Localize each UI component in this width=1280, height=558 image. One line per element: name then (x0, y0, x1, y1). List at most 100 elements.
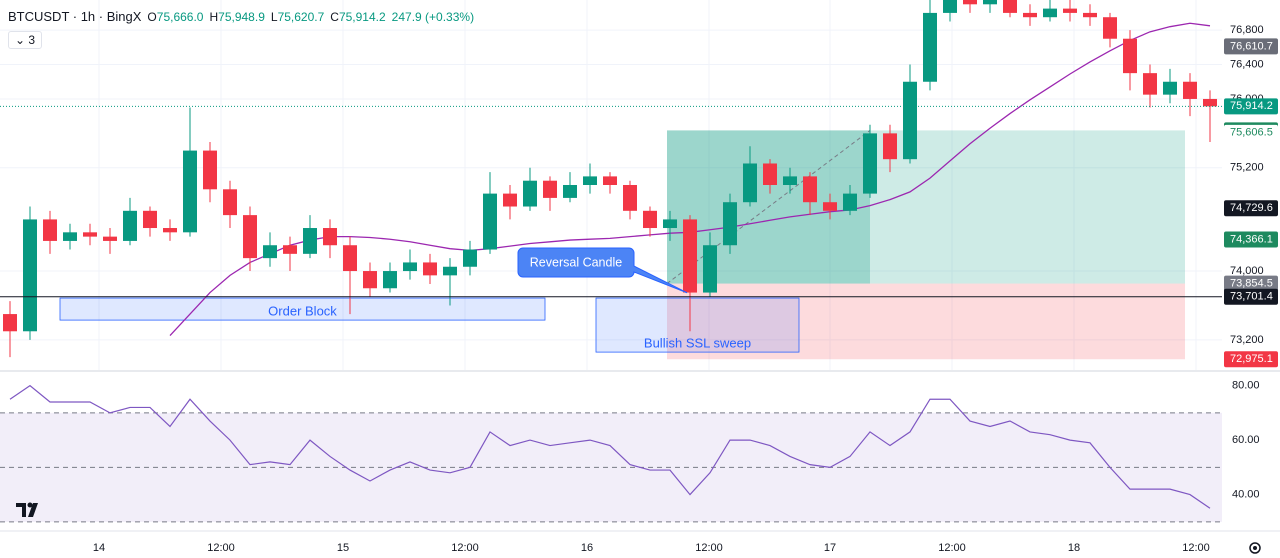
ohlc-value: 75,914.2 (338, 10, 386, 24)
symbol: BTCUSDT · 1h · BingX (8, 9, 142, 24)
y-tick-label: 75,200 (1230, 162, 1264, 174)
candle-body (63, 232, 77, 241)
x-tick-label: 14 (93, 542, 105, 554)
ohlc-value: 75,620.7 (277, 10, 325, 24)
candle-body (443, 266, 457, 276)
candle-body (823, 202, 837, 211)
candle-body (203, 150, 217, 190)
x-tick-label: 18 (1068, 542, 1080, 554)
candle-body (583, 176, 597, 185)
candle-body (183, 150, 197, 233)
candle-body (243, 215, 257, 259)
indicator-count: 3 (28, 33, 36, 47)
candle-body (1163, 81, 1177, 95)
candle-body (1123, 38, 1137, 74)
rsi-tick-label: 80.00 (1232, 380, 1260, 392)
candle-body (623, 185, 637, 211)
price-label: 75,606.5 (1230, 127, 1273, 139)
candle-body (543, 180, 557, 198)
trade-path (666, 130, 871, 284)
price-label: 73,854.5 (1230, 277, 1273, 289)
candle-body (1043, 8, 1057, 18)
candle-body (963, 0, 977, 5)
candle-body (983, 0, 997, 5)
candle-body (1103, 17, 1117, 39)
candle-body (43, 219, 57, 241)
x-tick-label: 12:00 (695, 542, 723, 554)
zone-label: Order Block (268, 304, 337, 319)
candle-body (283, 245, 297, 254)
ohlc-key: O (147, 10, 157, 24)
rsi-tick-label: 60.00 (1232, 434, 1260, 446)
y-tick-label: 76,800 (1230, 24, 1264, 36)
candle-body (883, 133, 897, 160)
candle-body (923, 12, 937, 82)
x-tick-label: 12:00 (1182, 542, 1210, 554)
candle-body (303, 228, 317, 254)
candle-body (1203, 98, 1217, 107)
x-tick-label: 16 (581, 542, 593, 554)
ohlc-value: 75,948.9 (218, 10, 265, 24)
price-label-bg (1224, 275, 1278, 292)
candle-body (223, 189, 237, 216)
price-label-bg (1224, 200, 1278, 217)
candle-body (843, 193, 857, 211)
x-tick-label: 15 (337, 542, 349, 554)
target-zone (667, 130, 1185, 284)
ohlc-key: C (330, 10, 339, 24)
price-label: 75,914.2 (1230, 100, 1273, 112)
y-tick-label: 73,200 (1230, 334, 1264, 346)
candle-body (3, 314, 17, 332)
callout-box (517, 247, 688, 294)
price-label: 76,610.7 (1230, 40, 1273, 52)
candle-body (1083, 12, 1097, 18)
candle-body (1183, 81, 1197, 99)
price-label: 74,366.1 (1230, 233, 1273, 245)
candle-body (143, 210, 157, 229)
candle-body (903, 81, 917, 160)
price-label: 73,701.4 (1230, 291, 1273, 303)
legend-header: BTCUSDT · 1h · BingX O75,666.0 H75,948.9 L7… (8, 9, 474, 24)
candle-body (103, 236, 117, 241)
candle-body (683, 219, 697, 293)
ohlc-key: L (270, 10, 278, 24)
rsi-line (9, 384, 1211, 509)
x-tick-label: 12:00 (207, 542, 235, 554)
y-tick-label: 74,000 (1230, 265, 1264, 277)
candle-body (483, 193, 497, 250)
settings-icon[interactable] (1249, 542, 1261, 554)
candle-body (663, 219, 677, 229)
candle-body (1063, 8, 1077, 13)
candle-body (1143, 73, 1157, 95)
zone-box (59, 297, 546, 321)
candle-body (163, 228, 177, 233)
candle-body (123, 210, 137, 241)
price-label-bg (1224, 351, 1278, 368)
tv-logo (16, 502, 38, 517)
price-label-bg (1224, 124, 1278, 141)
change: 247.9 (+0.33%) (391, 10, 475, 24)
candle-body (363, 271, 377, 289)
price-label: 74,729.6 (1230, 202, 1273, 214)
rsi-tick-label: 40.00 (1232, 488, 1260, 500)
candle-body (743, 163, 757, 203)
indicators-toggle[interactable]: ⌄ 3 (8, 31, 43, 49)
x-tick-label: 12:00 (451, 542, 479, 554)
candle-body (523, 180, 537, 207)
price-label: 72,975.1 (1230, 353, 1273, 365)
price-label-bg (1224, 98, 1278, 115)
candle-body (323, 228, 337, 246)
candle-body (83, 232, 97, 237)
ohlc-key: H (209, 10, 219, 24)
candle-body (863, 133, 877, 194)
candle-body (703, 245, 717, 293)
candle-body (503, 193, 517, 207)
candle-body (403, 262, 417, 272)
candle-body (803, 176, 817, 203)
zone-label: Bullish SSL sweep (644, 336, 751, 351)
axes: 73,20074,00075,20076,00076,40076,8001412… (93, 24, 1278, 554)
candle-body (723, 202, 737, 246)
x-tick-label: 12:00 (938, 542, 966, 554)
